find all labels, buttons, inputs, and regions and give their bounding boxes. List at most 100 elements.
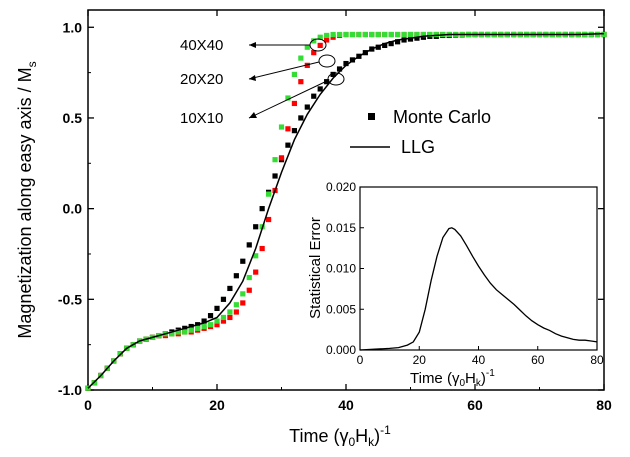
data-point <box>182 329 188 335</box>
data-point <box>311 93 317 99</box>
data-point <box>388 40 394 47</box>
data-point <box>195 325 201 331</box>
main-y-tick-label: 0.5 <box>63 110 83 126</box>
main-x-tick-label: 60 <box>467 397 483 413</box>
data-point <box>227 309 233 315</box>
main-x-axis-label: Time (γ0Hk)-1 <box>289 423 391 449</box>
data-point <box>291 128 297 134</box>
data-point <box>362 31 368 38</box>
data-point <box>330 31 336 38</box>
data-point <box>349 57 356 63</box>
legend-marker-monte-carlo <box>368 113 375 120</box>
data-point <box>317 86 323 92</box>
inset-x-axis-label-h: H <box>465 370 476 387</box>
data-point <box>375 31 381 38</box>
inset-error-line <box>359 227 598 351</box>
data-point <box>291 71 297 78</box>
data-point <box>336 31 343 38</box>
inset-x-axis-label-subk: k <box>476 378 482 389</box>
data-point <box>240 300 246 306</box>
data-point <box>253 253 259 259</box>
data-point <box>246 274 252 281</box>
inset-plot: 0 20 40 60 80 0.000 0.005 0.010 0.015 0.020 Stati… <box>307 180 604 389</box>
data-point <box>207 322 214 328</box>
inset-x-tick-label: 80 <box>590 353 604 367</box>
data-point <box>601 31 607 38</box>
data-point <box>214 305 220 311</box>
data-point <box>285 126 291 132</box>
annotation-ellipse-10x10 <box>327 72 345 86</box>
inset-plot-background <box>360 187 597 350</box>
annotation-ellipse-40x40 <box>309 38 327 52</box>
data-point <box>414 31 420 38</box>
inset-x-tick-label: 0 <box>357 353 364 367</box>
inset-axis-ticks: 0 20 40 60 80 0.000 0.005 0.010 0.015 0.020 <box>326 180 604 367</box>
data-point <box>272 157 278 163</box>
series-llg-line <box>87 32 605 389</box>
annotation-arrowhead-10x10 <box>249 112 257 118</box>
main-x-tick-label: 0 <box>84 397 92 413</box>
data-point <box>343 31 349 38</box>
inset-x-axis-label: Time (γ0Hk)-1 <box>410 368 495 389</box>
data-point <box>214 322 220 328</box>
inset-y-tick-label: 0.020 <box>326 180 356 194</box>
inset-x-axis-label-gamma: γ <box>452 370 460 387</box>
data-point <box>324 37 330 43</box>
data-point <box>375 44 381 50</box>
inset-y-axis-label: Statistical Error <box>307 217 324 319</box>
main-y-tick-label: -0.5 <box>58 291 82 307</box>
data-point <box>349 31 356 38</box>
inset-x-axis-label-sub0: 0 <box>459 378 465 389</box>
data-point <box>253 224 259 230</box>
data-point <box>304 44 310 50</box>
data-point <box>317 34 323 40</box>
main-y-axis-label-sub: s <box>25 61 39 67</box>
data-point <box>233 273 239 279</box>
data-point <box>272 173 278 179</box>
data-point <box>407 31 414 38</box>
annotation-10x10: 10X10 <box>180 110 223 127</box>
data-point <box>324 32 330 39</box>
data-point <box>266 216 272 223</box>
inset-y-tick-label: 0.000 <box>326 343 356 357</box>
data-point <box>233 302 239 308</box>
inset-y-tick-label: 0.005 <box>326 302 356 316</box>
main-x-axis-label-sub0: 0 <box>348 435 355 449</box>
inset-x-axis-label-sup: -1 <box>486 368 495 379</box>
main-x-axis-label-sup: -1 <box>380 423 391 437</box>
main-y-tick-label: 1.0 <box>63 19 83 35</box>
data-point <box>253 269 259 275</box>
data-point <box>240 291 246 297</box>
data-point <box>259 206 265 212</box>
data-point <box>382 31 388 38</box>
data-point <box>304 104 310 110</box>
data-point <box>401 37 407 43</box>
data-point <box>246 242 252 248</box>
data-point <box>220 314 227 321</box>
main-x-tick-label: 40 <box>338 397 354 413</box>
data-point <box>427 31 433 38</box>
data-point <box>317 42 323 49</box>
main-plot: 0 20 40 60 80-1.0-0.50.00.51.0 Time (γ0Hk)-1… <box>15 9 612 449</box>
data-point <box>233 309 239 315</box>
data-point <box>201 318 207 324</box>
data-point <box>266 191 272 197</box>
data-point <box>169 331 175 337</box>
data-point <box>291 100 297 107</box>
annotations: 40X40 20X20 10X10 <box>180 37 345 127</box>
data-point <box>343 60 349 67</box>
data-point <box>207 313 214 319</box>
data-point <box>369 31 375 38</box>
data-point <box>298 55 304 61</box>
data-point <box>278 155 285 161</box>
data-point <box>246 287 252 293</box>
data-point <box>433 31 439 38</box>
annotation-ellipse-20x20 <box>318 54 336 68</box>
inset-y-tick-label: 0.010 <box>326 262 356 276</box>
data-point <box>188 327 194 333</box>
inset-y-tick-label: 0.015 <box>326 221 356 235</box>
data-point <box>420 34 426 40</box>
data-point <box>395 39 401 45</box>
data-point <box>336 66 343 72</box>
